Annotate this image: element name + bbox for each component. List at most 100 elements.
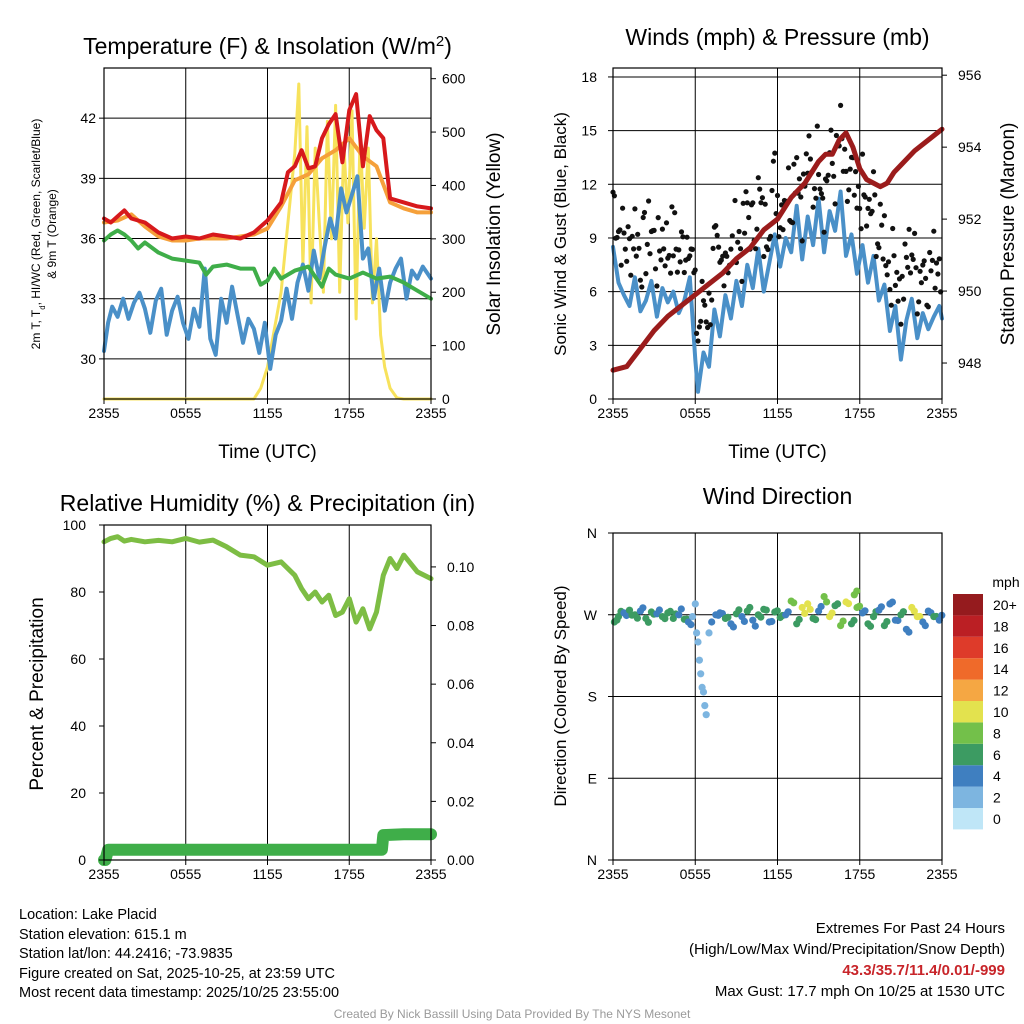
legend-label: 4 — [993, 768, 1001, 784]
gust-point — [914, 311, 920, 317]
winds-frame — [612, 67, 943, 400]
direction-point — [861, 607, 869, 615]
gust-point — [620, 205, 626, 211]
legend-swatch — [953, 701, 983, 723]
gust-point — [694, 330, 700, 336]
gust-point — [716, 244, 722, 250]
station-pressure-line — [610, 126, 945, 373]
legend-swatch — [953, 743, 983, 766]
gust-point — [892, 282, 899, 288]
direction-point — [701, 702, 709, 710]
direction-point — [677, 605, 685, 613]
gust-point — [891, 253, 897, 259]
gust-point — [680, 234, 686, 240]
gust-point — [757, 186, 763, 192]
y-tick-label-right: 0 — [442, 391, 450, 407]
direction-point — [877, 603, 886, 611]
gust-point — [639, 284, 645, 290]
gust-point — [663, 220, 670, 226]
direction-point — [817, 602, 825, 611]
x-tick-label: 0555 — [680, 866, 711, 882]
gust-point — [864, 223, 870, 229]
gust-point — [681, 269, 687, 276]
gust-point — [870, 169, 877, 175]
gust-point — [654, 283, 660, 289]
hi-wc-line — [102, 174, 433, 371]
extremes-description: (High/Low/Max Wind/Precipitation/Snow De… — [689, 941, 1005, 958]
gust-point — [636, 245, 642, 251]
gust-point — [799, 238, 805, 244]
legend-label: 8 — [993, 725, 1001, 741]
direction-point — [916, 612, 924, 621]
gust-point — [739, 278, 745, 284]
y-tick-label-right: 950 — [958, 283, 982, 299]
y-tick-label-left: 12 — [581, 176, 597, 192]
temperature-xlabel: Time (UTC) — [218, 442, 317, 463]
gust-point — [832, 201, 838, 207]
direction-point — [910, 607, 918, 615]
gust-point — [692, 267, 698, 273]
direction-ylabel: Direction (Colored By Speed) — [551, 585, 570, 806]
gust-point — [794, 155, 800, 161]
direction-point — [844, 600, 853, 608]
gust-point — [932, 285, 938, 291]
gust-point — [632, 206, 638, 212]
gust-point — [637, 277, 644, 283]
gust-point — [621, 230, 627, 236]
gust-point — [890, 225, 896, 232]
direction-point — [899, 608, 908, 616]
x-tick-label: 2355 — [88, 405, 119, 421]
y-tick-label-left: 3 — [589, 337, 597, 353]
direction-point — [823, 598, 831, 606]
y-tick-label-left: 18 — [581, 69, 597, 85]
gust-point — [847, 166, 853, 172]
gust-point — [818, 191, 825, 197]
direction-point — [866, 622, 875, 630]
humidity-ylabel: Percent & Precipitation — [27, 597, 48, 790]
x-tick-label: 1155 — [762, 405, 792, 421]
gust-point — [810, 204, 816, 210]
label-part: ) — [444, 33, 452, 59]
y-tick-label-right: 0.04 — [447, 735, 474, 751]
x-tick-label: 1155 — [252, 405, 282, 421]
y-tick-label-right: 956 — [958, 67, 982, 83]
gust-point — [800, 171, 807, 177]
legend-swatch — [953, 786, 983, 808]
gust-point — [624, 258, 630, 264]
gust-point — [714, 232, 720, 238]
x-tick-label: 2355 — [415, 405, 446, 421]
y-tick-label-right: 954 — [958, 139, 982, 155]
legend-title: mph — [992, 574, 1019, 590]
direction-point — [705, 629, 713, 637]
gust-point — [917, 268, 923, 274]
legend-label: 14 — [993, 661, 1009, 677]
humidity-title: Relative Humidity (%) & Precipitation (i… — [60, 490, 475, 516]
direction-point — [784, 608, 792, 616]
gust-point — [750, 200, 756, 206]
gust-point — [825, 172, 831, 178]
gust-point — [761, 253, 767, 260]
direction-point — [708, 618, 716, 626]
gust-point — [674, 269, 681, 275]
y-tick-label-direction: N — [587, 525, 597, 541]
temperature-ylabel-left: 2m T, Td, HI/WC (Red, Green, Scarlet/Blu… — [29, 119, 47, 350]
legend-label: 0 — [993, 811, 1001, 827]
gust-point — [831, 173, 837, 179]
direction-point — [795, 615, 803, 624]
gust-point — [909, 252, 915, 258]
y-tick-label-right: 500 — [442, 124, 466, 140]
gust-point — [925, 304, 931, 310]
x-tick-label: 2355 — [415, 866, 446, 882]
gust-point — [696, 324, 703, 330]
gust-point — [744, 200, 750, 206]
gust-point — [646, 198, 652, 204]
gust-point — [811, 186, 818, 192]
gust-point — [644, 241, 650, 247]
legend-label: 20+ — [993, 597, 1017, 613]
gust-point — [677, 259, 683, 265]
gust-point — [707, 322, 713, 328]
direction-point — [666, 607, 674, 616]
station-info: Location: Lake Placid Station elevation:… — [19, 906, 339, 1004]
direction-point — [855, 602, 864, 610]
gust-point — [735, 239, 741, 245]
